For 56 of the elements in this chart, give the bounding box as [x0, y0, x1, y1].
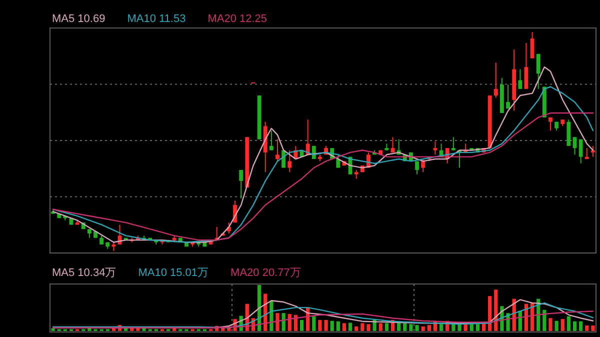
candlestick — [433, 141, 438, 156]
bar — [585, 325, 589, 331]
bar — [354, 326, 358, 331]
candlestick — [578, 138, 583, 164]
bar — [439, 324, 444, 331]
bar — [300, 320, 304, 331]
text: MA10 11.53 — [127, 13, 186, 25]
bar — [360, 323, 364, 331]
candlestick — [451, 136, 456, 151]
text: MA20 12.25 — [208, 13, 268, 25]
candlestick — [288, 150, 292, 173]
candlestick — [336, 154, 340, 168]
candlestick — [239, 169, 244, 199]
candlestick — [506, 84, 510, 110]
bar — [403, 323, 407, 331]
bar — [566, 316, 571, 331]
candlestick — [415, 160, 420, 175]
bar — [421, 326, 425, 331]
bar — [476, 324, 480, 331]
bar — [548, 318, 552, 331]
bar — [318, 320, 322, 331]
bar — [470, 324, 474, 331]
bar — [415, 325, 419, 331]
bar — [384, 323, 389, 331]
candlestick — [518, 68, 522, 90]
candlestick — [530, 32, 534, 59]
bar — [276, 313, 280, 331]
bar — [378, 323, 382, 331]
bar — [427, 325, 431, 331]
candlestick — [421, 158, 426, 173]
bar — [342, 323, 346, 331]
bar — [409, 324, 413, 331]
text: MA10 15.01万 — [138, 267, 209, 279]
bar — [554, 320, 558, 331]
bar — [330, 320, 334, 331]
bar — [366, 324, 370, 331]
candlestick — [390, 136, 395, 153]
text: MA20 20.77万 — [230, 267, 301, 279]
candlestick — [536, 53, 540, 90]
bar — [336, 321, 340, 331]
text: MA5 10.69 — [52, 13, 106, 25]
bar — [324, 320, 328, 331]
bar — [560, 319, 564, 331]
bar — [572, 321, 577, 331]
bar — [579, 321, 583, 331]
candlestick — [269, 130, 274, 151]
bar — [312, 316, 316, 331]
bar — [288, 314, 292, 331]
candlestick — [548, 116, 552, 132]
text: MA5 10.34万 — [52, 267, 116, 279]
bar — [542, 310, 546, 331]
bar — [591, 325, 595, 331]
candlestick — [276, 138, 280, 162]
candlestick — [494, 62, 498, 98]
bar — [348, 322, 352, 331]
bar — [282, 313, 286, 331]
